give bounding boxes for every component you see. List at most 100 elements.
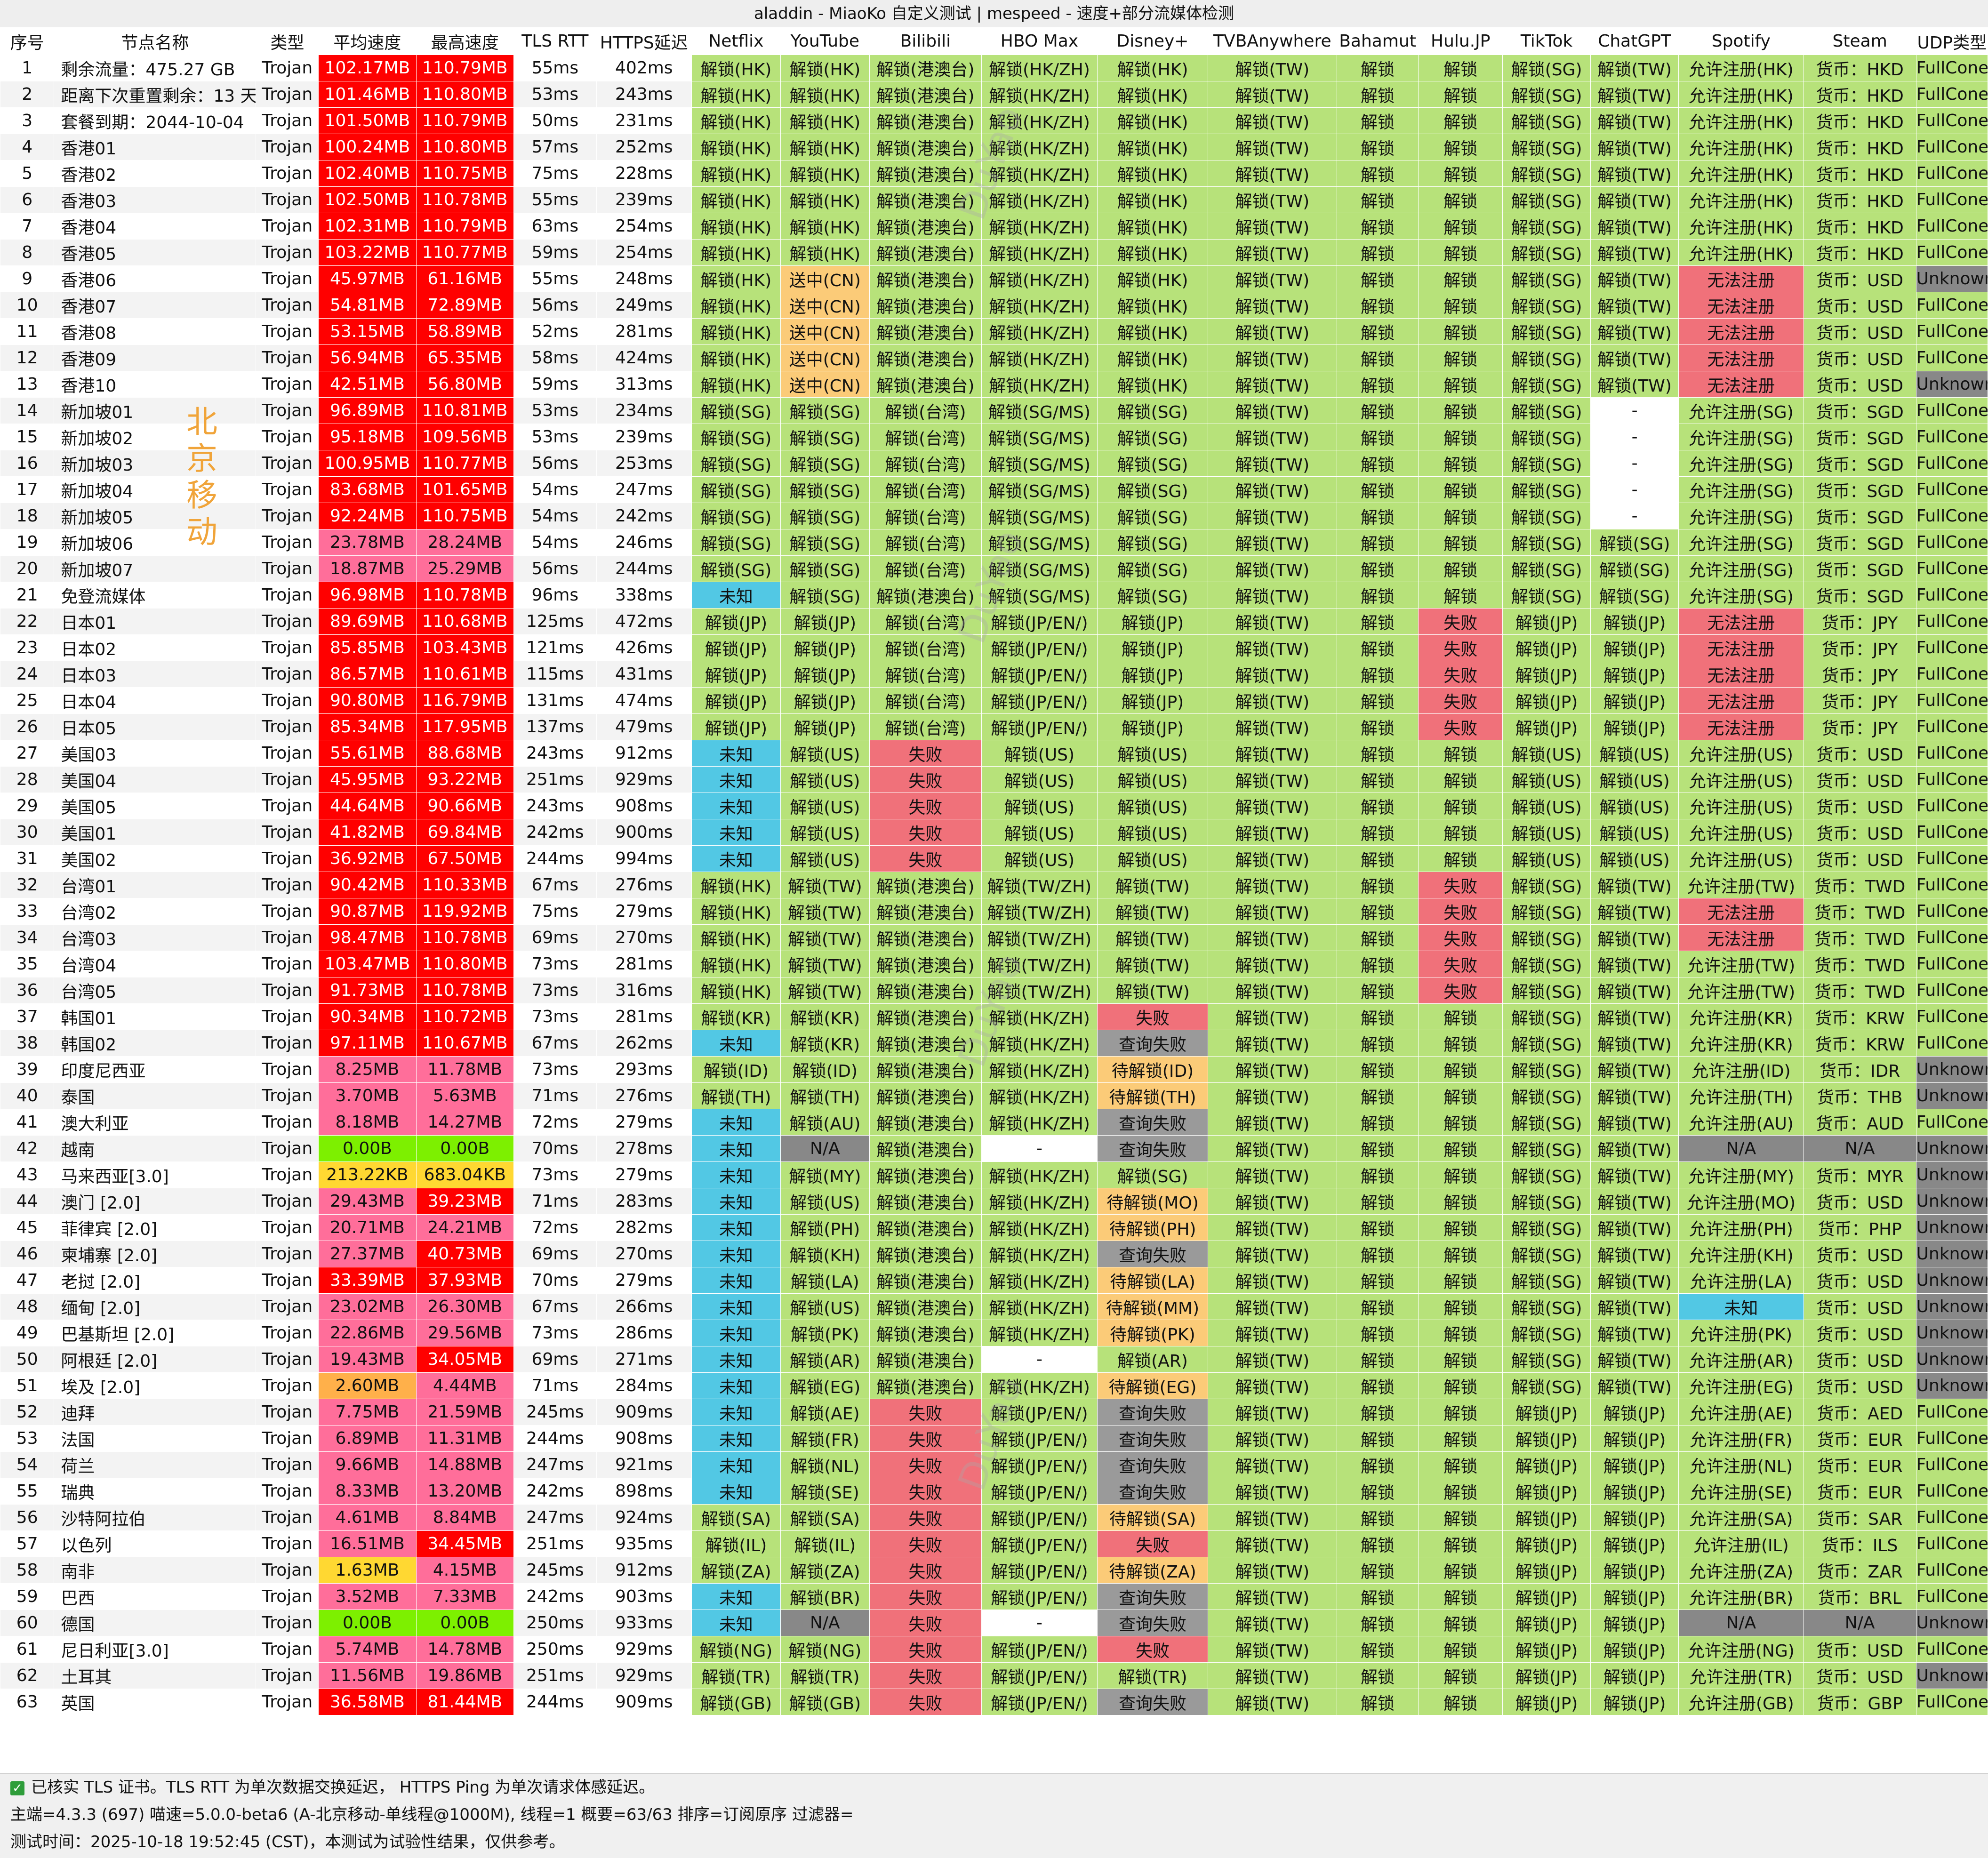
column-header-tls-rtt[interactable]: TLS RTT <box>513 27 597 55</box>
table-row[interactable]: 37 韩国01 Trojan 90.34MB 110.72MB 73ms 281ms 解锁(K… <box>0 1003 1988 1030</box>
table-row[interactable]: 40 泰国 Trojan 3.70MB 5.63MB 71ms 276ms 解锁(TH) 解锁(… <box>0 1082 1988 1109</box>
table-row[interactable]: 20 新加坡07 Trojan 18.87MB 25.29MB 56ms 244ms 解锁(S… <box>0 555 1988 582</box>
cell-udp-type: FullCone <box>1916 476 1988 503</box>
table-row[interactable]: 61 尼日利亚[3.0] Trojan 5.74MB 14.78MB 250ms 929ms… <box>0 1636 1988 1663</box>
table-row[interactable]: 48 缅甸 [2.0] Trojan 23.02MB 26.30MB 67ms 266ms 未… <box>0 1293 1988 1320</box>
table-row[interactable]: 16 新加坡03 Trojan 100.95MB 110.77MB 56ms 253ms 解锁… <box>0 450 1988 477</box>
table-row[interactable]: 14 新加坡01 Trojan 96.89MB 110.81MB 53ms 234ms 解锁(… <box>0 397 1988 424</box>
table-row[interactable]: 12 香港09 Trojan 56.94MB 65.35MB 58ms 424ms 解锁(HK… <box>0 344 1988 371</box>
column-header-tvbanywhere[interactable]: TVBAnywhere <box>1207 27 1337 55</box>
table-row[interactable]: 30 美国01 Trojan 41.82MB 69.84MB 242ms 900ms 未知 解锁… <box>0 819 1988 846</box>
cell-chatgpt: 解锁(TW) <box>1590 1188 1679 1215</box>
table-row[interactable]: 44 澳门 [2.0] Trojan 29.43MB 39.23MB 71ms 283ms 未… <box>0 1188 1988 1215</box>
table-row[interactable]: 28 美国04 Trojan 45.95MB 93.22MB 251ms 929ms 未知 解锁… <box>0 766 1988 793</box>
table-row[interactable]: 33 台湾02 Trojan 90.87MB 119.92MB 75ms 279ms 解锁(H… <box>0 898 1988 925</box>
table-row[interactable]: 57 以色列 Trojan 16.51MB 34.45MB 251ms 935ms 解锁(IL… <box>0 1530 1988 1557</box>
table-row[interactable]: 49 巴基斯坦 [2.0] Trojan 22.86MB 29.56MB 73ms 286m… <box>0 1320 1988 1346</box>
column-header-spotify[interactable]: Spotify <box>1678 27 1804 55</box>
column-header-bahamut[interactable]: Bahamut <box>1336 27 1419 55</box>
table-row[interactable]: 60 德国 Trojan 0.00B 0.00B 250ms 933ms 未知 N/A 失败 - 查询… <box>0 1610 1988 1636</box>
table-row[interactable]: 26 日本05 Trojan 85.34MB 117.95MB 137ms 479ms 解锁(… <box>0 713 1988 740</box>
column-header-hbo-max[interactable]: HBO Max <box>981 27 1098 55</box>
table-row[interactable]: 55 瑞典 Trojan 8.33MB 13.20MB 242ms 898ms 未知 解锁(SE… <box>0 1478 1988 1505</box>
cell-netflix: 未知 <box>691 1425 781 1452</box>
cell-type: Trojan <box>256 819 319 846</box>
table-row[interactable]: 52 迪拜 Trojan 7.75MB 21.59MB 245ms 909ms 未知 解锁(AE… <box>0 1399 1988 1426</box>
table-row[interactable]: 51 埃及 [2.0] Trojan 2.60MB 4.44MB 71ms 284ms 未知解… <box>0 1372 1988 1399</box>
table-row[interactable]: 38 韩国02 Trojan 97.11MB 110.67MB 67ms 262ms 未知 解锁… <box>0 1030 1988 1057</box>
column-header-node-name[interactable]: 节点名称 <box>54 27 257 55</box>
table-row[interactable]: 58 南非 Trojan 1.63MB 4.15MB 245ms 912ms 解锁(ZA) 解锁… <box>0 1557 1988 1584</box>
table-row[interactable]: 34 台湾03 Trojan 98.47MB 110.78MB 69ms 270ms 解锁(H… <box>0 924 1988 951</box>
cell-tiktok: 解锁(SG) <box>1502 371 1591 398</box>
cell-netflix: 解锁(SG) <box>691 397 781 424</box>
table-row[interactable]: 39 印度尼西亚 Trojan 8.25MB 11.78MB 73ms 293ms 解锁(ID… <box>0 1056 1988 1083</box>
column-header-disney-plus[interactable]: Disney+ <box>1097 27 1208 55</box>
column-header-chatgpt[interactable]: ChatGPT <box>1590 27 1679 55</box>
table-row[interactable]: 53 法国 Trojan 6.89MB 11.31MB 244ms 908ms 未知 解锁(FR… <box>0 1425 1988 1452</box>
column-header-avg-speed[interactable]: 平均速度 <box>318 27 417 55</box>
table-row[interactable]: 36 台湾05 Trojan 91.73MB 110.78MB 73ms 316ms 解锁(H… <box>0 977 1988 1004</box>
table-row[interactable]: 13 香港10 Trojan 42.51MB 56.80MB 59ms 313ms 解锁(HK… <box>0 371 1988 398</box>
table-row[interactable]: 63 英国 Trojan 36.58MB 81.44MB 244ms 909ms 解锁(GB)… <box>0 1689 1988 1715</box>
table-row[interactable]: 2 距离下次重置剩余：13 天 Trojan 101.46MB 110.80MB 53ms… <box>0 81 1988 108</box>
table-row[interactable]: 47 老挝 [2.0] Trojan 33.39MB 37.93MB 70ms 279ms 未… <box>0 1267 1988 1294</box>
table-row[interactable]: 5 香港02 Trojan 102.40MB 110.75MB 75ms 228ms 解锁(H… <box>0 160 1988 187</box>
table-row[interactable]: 42 越南 Trojan 0.00B 0.00B 70ms 278ms 未知 N/A 解锁(港澳台… <box>0 1135 1988 1162</box>
table-row[interactable]: 18 新加坡05 Trojan 92.24MB 110.75MB 54ms 242ms 解锁(… <box>0 503 1988 529</box>
table-row[interactable]: 21 免登流媒体 Trojan 96.98MB 110.78MB 96ms 338ms 未知解… <box>0 582 1988 609</box>
column-header-bilibili[interactable]: Bilibili <box>869 27 982 55</box>
column-header-steam[interactable]: Steam <box>1803 27 1916 55</box>
table-row[interactable]: 17 新加坡04 Trojan 83.68MB 101.65MB 54ms 247ms 解锁(… <box>0 476 1988 503</box>
column-header-netflix[interactable]: Netflix <box>691 27 781 55</box>
cell-youtube: 送中(CN) <box>780 371 870 398</box>
column-header-type[interactable]: 类型 <box>256 27 319 55</box>
table-row[interactable]: 29 美国05 Trojan 44.64MB 90.66MB 243ms 908ms 未知 解锁… <box>0 793 1988 819</box>
column-header-tiktok[interactable]: TikTok <box>1502 27 1591 55</box>
cell-udp-type: FullCone <box>1916 608 1988 635</box>
table-row[interactable]: 31 美国02 Trojan 36.92MB 67.50MB 244ms 994ms 未知 解锁… <box>0 845 1988 872</box>
cell-tvbanywhere: 解锁(TW) <box>1207 265 1337 292</box>
table-row[interactable]: 45 菲律宾 [2.0] Trojan 20.71MB 24.21MB 72ms 282ms… <box>0 1214 1988 1241</box>
table-row[interactable]: 10 香港07 Trojan 54.81MB 72.89MB 56ms 249ms 解锁(HK… <box>0 292 1988 319</box>
cell-node-name: 新加坡03 <box>54 450 257 477</box>
table-row[interactable]: 23 日本02 Trojan 85.85MB 103.43MB 121ms 426ms 解锁(… <box>0 634 1988 661</box>
cell-disney-plus: 解锁(US) <box>1097 793 1208 819</box>
column-header-hulu-jp[interactable]: Hulu.JP <box>1418 27 1503 55</box>
column-header-index[interactable]: 序号 <box>0 27 55 55</box>
table-row[interactable]: 8 香港05 Trojan 103.22MB 110.77MB 59ms 254ms 解锁(H… <box>0 239 1988 266</box>
table-row[interactable]: 35 台湾04 Trojan 103.47MB 110.80MB 73ms 281ms 解锁(… <box>0 951 1988 977</box>
table-row[interactable]: 54 荷兰 Trojan 9.66MB 14.88MB 247ms 921ms 未知 解锁(NL… <box>0 1451 1988 1478</box>
column-header-https-latency[interactable]: HTTPS延迟 <box>596 27 692 55</box>
table-row[interactable]: 46 柬埔寨 [2.0] Trojan 27.37MB 40.73MB 69ms 270ms… <box>0 1241 1988 1267</box>
table-row[interactable]: 56 沙特阿拉伯 Trojan 4.61MB 8.84MB 247ms 924ms 解锁(SA… <box>0 1504 1988 1531</box>
table-row[interactable]: 59 巴西 Trojan 3.52MB 7.33MB 242ms 903ms 未知 解锁(BR)… <box>0 1583 1988 1610</box>
table-row[interactable]: 43 马来西亚[3.0] Trojan 213.22KB 683.04KB 73ms 279… <box>0 1161 1988 1188</box>
table-row[interactable]: 32 台湾01 Trojan 90.42MB 110.33MB 67ms 276ms 解锁(H… <box>0 872 1988 898</box>
table-row[interactable]: 62 土耳其 Trojan 11.56MB 19.86MB 251ms 929ms 解锁(TR… <box>0 1662 1988 1689</box>
table-row[interactable]: 27 美国03 Trojan 55.61MB 88.68MB 243ms 912ms 未知 解锁… <box>0 740 1988 767</box>
cell-max-speed: 110.75MB <box>416 160 514 187</box>
table-row[interactable]: 6 香港03 Trojan 102.50MB 110.78MB 55ms 239ms 解锁(H… <box>0 186 1988 213</box>
table-row[interactable]: 1 剩余流量：475.27 GB Trojan 102.17MB 110.79MB 55m… <box>0 55 1988 81</box>
table-row[interactable]: 15 新加坡02 Trojan 95.18MB 109.56MB 53ms 239ms 解锁(… <box>0 424 1988 450</box>
cell-udp-type: FullCone <box>1916 1583 1988 1610</box>
table-row[interactable]: 11 香港08 Trojan 53.15MB 58.89MB 52ms 281ms 解锁(HK… <box>0 318 1988 345</box>
table-row[interactable]: 50 阿根廷 [2.0] Trojan 19.43MB 34.05MB 69ms 271ms… <box>0 1346 1988 1373</box>
cell-index: 7 <box>0 213 55 240</box>
table-row[interactable]: 24 日本03 Trojan 86.57MB 110.61MB 115ms 431ms 解锁(… <box>0 661 1988 688</box>
column-header-udp-type[interactable]: UDP类型 <box>1916 27 1988 55</box>
table-row[interactable]: 7 香港04 Trojan 102.31MB 110.79MB 63ms 254ms 解锁(H… <box>0 213 1988 240</box>
table-row[interactable]: 9 香港06 Trojan 45.97MB 61.16MB 55ms 248ms 解锁(HK)… <box>0 265 1988 292</box>
table-row[interactable]: 4 香港01 Trojan 100.24MB 110.80MB 57ms 252ms 解锁(H… <box>0 134 1988 160</box>
table-row[interactable]: 41 澳大利亚 Trojan 8.18MB 14.27MB 72ms 279ms 未知 解锁(A… <box>0 1109 1988 1136</box>
table-row[interactable]: 3 套餐到期：2044-10-04 Trojan 101.50MB 110.79MB 50… <box>0 107 1988 134</box>
table-row[interactable]: 25 日本04 Trojan 90.80MB 116.79MB 131ms 474ms 解锁(… <box>0 687 1988 714</box>
column-header-max-speed[interactable]: 最高速度 <box>416 27 514 55</box>
cell-node-name: 台湾02 <box>54 898 257 925</box>
table-row[interactable]: 19 新加坡06 Trojan 23.78MB 28.24MB 54ms 246ms 解锁(S… <box>0 529 1988 556</box>
column-header-youtube[interactable]: YouTube <box>780 27 870 55</box>
table-row[interactable]: 22 日本01 Trojan 89.69MB 110.68MB 125ms 472ms 解锁(… <box>0 608 1988 635</box>
cell-hbo-max: 解锁(US) <box>981 819 1098 846</box>
cell-hulu-jp: 解锁 <box>1418 265 1503 292</box>
